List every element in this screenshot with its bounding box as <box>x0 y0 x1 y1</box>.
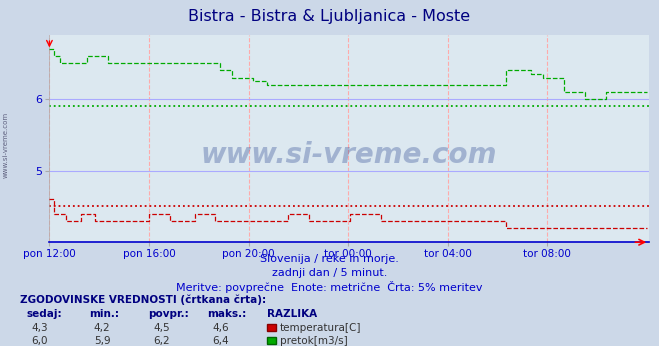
Text: www.si-vreme.com: www.si-vreme.com <box>2 112 9 179</box>
Text: maks.:: maks.: <box>208 309 247 319</box>
Text: 5,9: 5,9 <box>94 336 111 346</box>
Text: RAZLIKA: RAZLIKA <box>267 309 317 319</box>
Text: temperatura[C]: temperatura[C] <box>280 323 362 333</box>
Text: Bistra - Bistra & Ljubljanica - Moste: Bistra - Bistra & Ljubljanica - Moste <box>188 9 471 24</box>
Text: povpr.:: povpr.: <box>148 309 189 319</box>
Text: Slovenija / reke in morje.: Slovenija / reke in morje. <box>260 254 399 264</box>
Text: min.:: min.: <box>89 309 119 319</box>
Text: 4,2: 4,2 <box>94 323 111 333</box>
Text: 4,3: 4,3 <box>31 323 48 333</box>
Text: 6,4: 6,4 <box>212 336 229 346</box>
Text: Meritve: povprečne  Enote: metrične  Črta: 5% meritev: Meritve: povprečne Enote: metrične Črta:… <box>176 281 483 293</box>
Text: 4,6: 4,6 <box>212 323 229 333</box>
Text: sedaj:: sedaj: <box>26 309 62 319</box>
Text: 4,5: 4,5 <box>153 323 170 333</box>
Text: 6,0: 6,0 <box>31 336 48 346</box>
Text: 6,2: 6,2 <box>153 336 170 346</box>
Text: pretok[m3/s]: pretok[m3/s] <box>280 336 348 346</box>
Text: ZGODOVINSKE VREDNOSTI (črtkana črta):: ZGODOVINSKE VREDNOSTI (črtkana črta): <box>20 295 266 305</box>
Text: zadnji dan / 5 minut.: zadnji dan / 5 minut. <box>272 268 387 278</box>
Text: www.si-vreme.com: www.si-vreme.com <box>201 141 498 169</box>
